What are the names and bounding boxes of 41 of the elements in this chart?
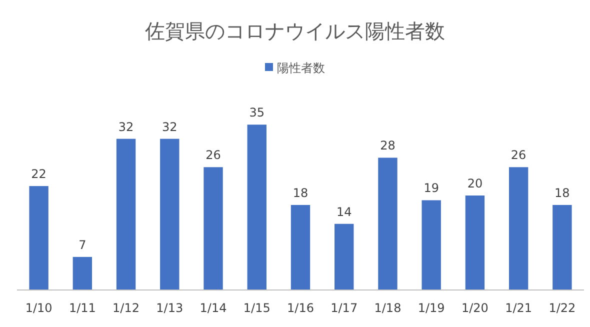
data-label: 7 xyxy=(78,238,86,252)
x-tick-label: 1/11 xyxy=(68,301,96,315)
x-tick-label: 1/15 xyxy=(243,301,270,315)
x-tick-label: 1/10 xyxy=(25,301,52,315)
bar xyxy=(422,200,441,290)
bar xyxy=(552,204,572,290)
data-label: 32 xyxy=(162,120,178,134)
chart-title: 佐賀県のコロナウイルス陽性者数 xyxy=(145,19,445,43)
x-tick-label: 1/19 xyxy=(418,301,445,315)
x-tick-label: 1/16 xyxy=(287,301,314,315)
data-label: 18 xyxy=(554,186,570,200)
bar xyxy=(378,158,398,290)
data-label: 22 xyxy=(31,167,46,182)
data-label: 26 xyxy=(206,148,221,162)
x-tick-label: 1/22 xyxy=(548,301,576,315)
data-label: 26 xyxy=(510,148,526,162)
x-tick-label: 1/20 xyxy=(461,301,488,315)
legend-label: 陽性者数 xyxy=(277,61,325,75)
x-tick-label: 1/17 xyxy=(330,301,358,315)
bar xyxy=(116,138,136,290)
bar xyxy=(508,167,528,290)
x-tick-label: 1/13 xyxy=(156,301,184,315)
data-label: 28 xyxy=(380,138,396,153)
bar xyxy=(204,167,223,290)
x-tick-label: 1/12 xyxy=(112,301,140,315)
data-label: 14 xyxy=(336,204,352,219)
bar xyxy=(465,196,485,290)
x-tick-label: 1/18 xyxy=(374,301,402,315)
data-label: 20 xyxy=(467,176,483,191)
data-label: 19 xyxy=(424,181,439,196)
data-label: 32 xyxy=(118,120,134,134)
bar xyxy=(334,224,354,290)
bar xyxy=(290,204,310,290)
bar xyxy=(72,256,92,290)
x-tick-label: 1/21 xyxy=(505,301,532,315)
x-tick-label: 1/14 xyxy=(200,301,227,315)
data-label: 35 xyxy=(249,106,265,120)
bar xyxy=(160,138,180,290)
bar xyxy=(29,186,48,290)
bar xyxy=(247,124,266,290)
data-label: 18 xyxy=(292,186,308,200)
